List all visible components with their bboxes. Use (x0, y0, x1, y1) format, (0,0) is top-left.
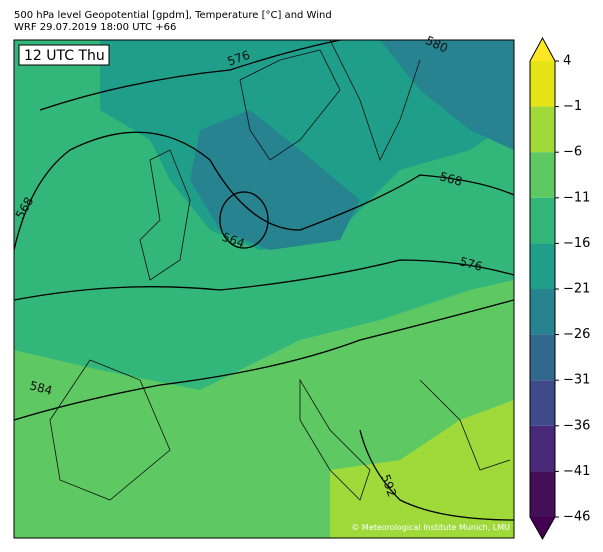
title: 500 hPa level Geopotential [gpdm], Tempe… (14, 10, 332, 21)
temperature-field (190, 110, 360, 250)
colorbar-tick-label: −26 (563, 327, 590, 342)
colorbar-tick-label: −16 (563, 236, 590, 251)
colorbar-tick-label: −1 (563, 99, 582, 114)
colorbar-tick-label: −31 (563, 373, 590, 388)
temperature-field (330, 400, 514, 538)
colorbar-tick-label: −36 (563, 418, 590, 433)
temperature-field (380, 40, 514, 150)
colorbar-tick-label: −41 (563, 464, 590, 479)
contour-label: 584 (28, 378, 54, 397)
colorbar-band (530, 243, 555, 289)
colorbar-band (530, 425, 555, 472)
colorbar-band (530, 152, 555, 198)
colorbar-tick-label: 4 (563, 54, 571, 69)
colorbar-extend-low (530, 517, 555, 539)
colorbar-tick-label: −21 (563, 282, 590, 297)
time-label: 12 UTC Thu (24, 48, 105, 64)
colorbar-band (530, 289, 555, 335)
colorbar-band (530, 61, 555, 107)
coastlines (49, 40, 511, 501)
map-frame (13, 39, 515, 539)
contour-label: 576 (458, 254, 484, 273)
contours (14, 40, 514, 521)
colorbar-band (530, 471, 555, 517)
time-box (18, 44, 110, 66)
colorbar-extend-high (530, 38, 555, 61)
contour-label: 568 (438, 169, 464, 188)
colorbar-band (530, 334, 555, 381)
colorbar: 4 −1 −6 −11 −16 −21 −26 −31 −36 −41 −46 (529, 36, 590, 541)
colorbar-band (530, 106, 555, 153)
colorbar-band (530, 197, 555, 244)
colorbar-tick-label: −46 (563, 510, 590, 525)
credit: © Meteorological Institute Munich, LMU (351, 523, 510, 532)
colorbar-tick-label: −11 (563, 190, 590, 205)
colorbar-tick-label: −6 (563, 145, 582, 160)
colorbar-band (530, 380, 555, 426)
subtitle: WRF 29.07.2019 18:00 UTC +66 (14, 22, 176, 33)
